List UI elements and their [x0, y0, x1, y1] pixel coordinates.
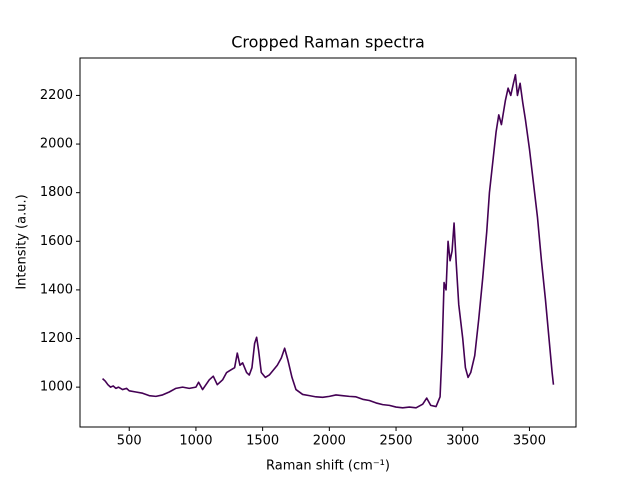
x-tick-label: 3500	[513, 434, 546, 449]
x-axis-label: Raman shift (cm⁻¹)	[266, 459, 390, 474]
y-tick-label: 2200	[40, 88, 73, 103]
x-tick-label: 500	[117, 434, 142, 449]
y-tick-label: 1000	[40, 380, 73, 395]
spectrum-line	[102, 73, 555, 409]
y-tick-label: 2000	[40, 137, 73, 152]
y-tick-label: 1600	[40, 234, 73, 249]
plot-frame	[79, 57, 577, 428]
x-tick-label: 2500	[379, 434, 412, 449]
x-tick-label: 1000	[179, 434, 212, 449]
y-axis-label: Intensity (a.u.)	[15, 194, 30, 289]
chart-title: Cropped Raman spectra	[231, 33, 425, 52]
x-tick-label: 2000	[313, 434, 346, 449]
y-tick-label: 1200	[40, 331, 73, 346]
y-tick-label: 1400	[40, 282, 73, 297]
y-tick-label: 1800	[40, 185, 73, 200]
x-tick-label: 1500	[246, 434, 279, 449]
x-tick-label: 3000	[446, 434, 479, 449]
